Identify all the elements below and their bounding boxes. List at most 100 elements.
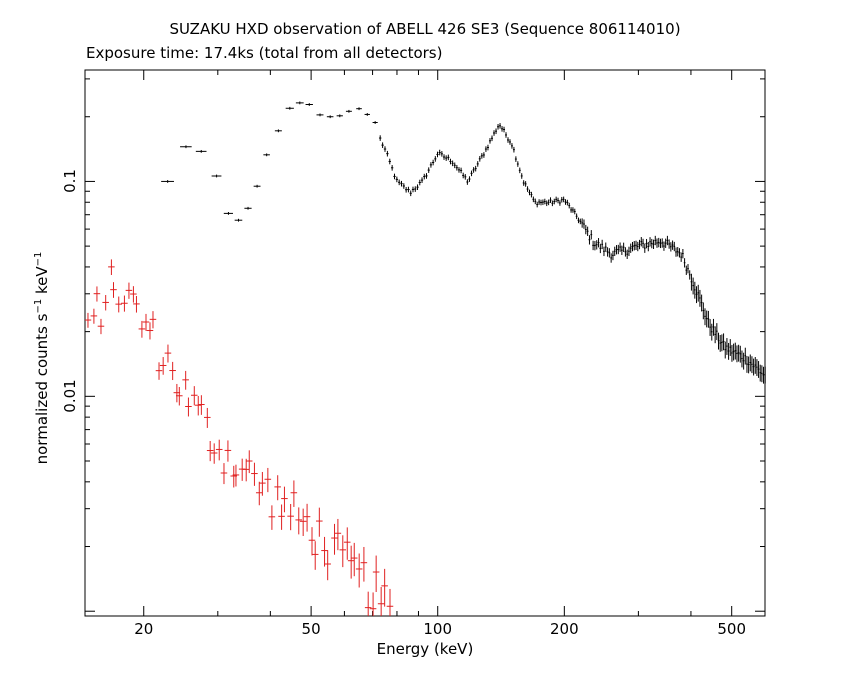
data-point: [503, 126, 506, 133]
data-point: [206, 440, 214, 462]
data-point: [717, 332, 720, 350]
data-point: [263, 153, 270, 157]
data-point: [560, 196, 563, 203]
data-point: [488, 138, 491, 144]
data-point: [418, 179, 421, 186]
data-point: [295, 507, 303, 535]
data-point: [746, 355, 748, 373]
data-point: [538, 199, 541, 205]
red-series-points: [85, 259, 394, 616]
data-point: [584, 224, 587, 235]
data-point: [612, 250, 614, 261]
data-point: [400, 180, 403, 187]
data-point: [715, 323, 718, 340]
data-point: [532, 196, 535, 203]
data-point: [507, 137, 509, 143]
data-point: [551, 200, 554, 207]
data-point: [381, 568, 388, 607]
data-point: [704, 308, 706, 326]
data-point: [562, 196, 565, 203]
data-point: [478, 156, 481, 162]
data-point: [398, 179, 401, 186]
data-point: [592, 240, 595, 251]
data-point: [364, 591, 372, 616]
data-point: [631, 241, 634, 252]
data-point: [295, 101, 304, 105]
data-point: [636, 241, 639, 252]
data-point: [474, 165, 477, 172]
data-point: [442, 154, 446, 160]
data-point: [466, 179, 469, 185]
data-point: [643, 243, 646, 253]
data-point: [377, 587, 385, 616]
data-point: [390, 165, 394, 171]
data-point: [355, 553, 363, 588]
data-point: [756, 359, 758, 376]
data-point: [169, 361, 176, 381]
data-point: [642, 238, 644, 249]
data-point: [601, 239, 604, 250]
data-point: [411, 186, 415, 193]
data-point: [638, 239, 641, 250]
data-point: [751, 356, 753, 374]
data-point: [434, 156, 437, 162]
data-point: [224, 440, 232, 462]
data-point: [316, 113, 324, 117]
data-point: [345, 109, 352, 113]
y-axis-label-exp1: −1: [33, 298, 44, 314]
data-point: [210, 443, 218, 464]
data-point: [683, 258, 686, 268]
data-point: [427, 167, 430, 173]
data-point: [557, 197, 559, 204]
data-point: [308, 527, 316, 556]
data-point: [645, 238, 648, 249]
data-point: [372, 555, 380, 593]
y-axis-label: normalized counts s−1 keV−1: [33, 252, 51, 465]
data-point: [182, 370, 189, 390]
data-point: [425, 173, 428, 179]
data-point: [501, 126, 504, 132]
data-point: [321, 536, 328, 567]
data-point: [364, 113, 370, 116]
data-point: [622, 242, 625, 252]
data-point: [438, 149, 441, 156]
data-point: [547, 199, 550, 206]
data-point: [449, 158, 452, 165]
data-point: [407, 186, 410, 193]
data-point: [203, 407, 211, 428]
data-point: [259, 471, 266, 496]
data-point: [133, 296, 140, 313]
data-point: [194, 395, 202, 416]
data-point: [727, 342, 730, 360]
data-point: [386, 150, 389, 157]
data-point: [707, 310, 710, 328]
data-point: [476, 161, 479, 167]
data-point: [594, 241, 596, 251]
data-point: [597, 238, 600, 248]
axis-ticks: [85, 70, 766, 616]
data-point: [447, 154, 450, 161]
data-point: [628, 246, 630, 257]
x-tick-label: 500: [717, 620, 746, 638]
data-point: [603, 246, 605, 257]
data-point: [736, 345, 738, 363]
data-point: [416, 184, 419, 191]
data-point: [164, 344, 172, 363]
data-point: [633, 241, 636, 251]
data-point: [404, 186, 408, 193]
data-point: [666, 235, 669, 246]
data-point: [669, 242, 672, 252]
data-point: [661, 238, 664, 248]
data-point: [606, 247, 609, 257]
data-point: [460, 167, 463, 174]
data-point: [737, 344, 740, 362]
data-point: [526, 186, 529, 192]
data-point: [255, 481, 263, 506]
data-point: [761, 365, 763, 383]
data-point: [414, 186, 417, 192]
data-point: [659, 238, 662, 249]
data-point: [121, 295, 128, 312]
data-point: [305, 103, 313, 106]
data-point: [245, 450, 253, 474]
